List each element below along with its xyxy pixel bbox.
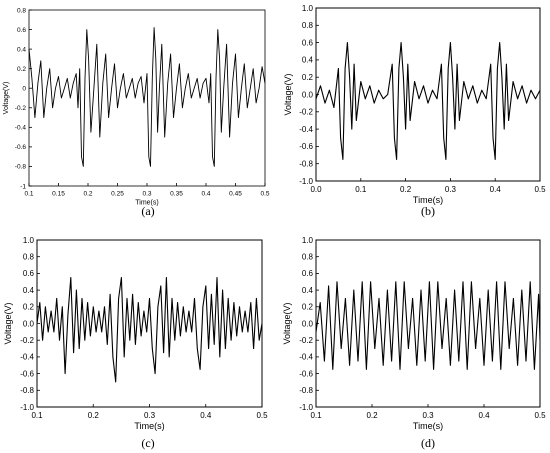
- y-axis-label: Voltage(V): [3, 82, 10, 115]
- y-tick-label: 0.6: [17, 27, 26, 34]
- panel-caption: (c): [141, 436, 154, 450]
- y-axis-label: Voltage(V): [3, 302, 13, 344]
- x-tick-label: 0.3: [142, 191, 151, 198]
- panel-caption: (b): [421, 204, 435, 218]
- x-axis-label: Time(s): [413, 195, 443, 205]
- y-tick-label: 0.4: [17, 46, 26, 53]
- x-tick-label: 0.3: [445, 185, 457, 194]
- y-tick-label: -1.0: [299, 403, 313, 412]
- y-tick-label: -0.6: [15, 144, 27, 151]
- y-tick-label: -0.8: [15, 164, 27, 171]
- y-tick-label: -1.0: [20, 403, 34, 412]
- y-tick-label: 0.4: [302, 286, 314, 295]
- y-tick-label: -0.4: [299, 353, 313, 362]
- x-tick-label: 0.3: [144, 411, 156, 420]
- x-tick-label: 0.35: [170, 191, 183, 198]
- panel-caption: (d): [421, 436, 435, 450]
- x-tick-label: 0.5: [256, 411, 268, 420]
- y-tick-label: -0.6: [299, 369, 313, 378]
- y-tick-label: -0.2: [15, 105, 27, 112]
- y-tick-label: 0.8: [17, 7, 26, 14]
- x-tick-label: 0.0: [310, 185, 322, 194]
- plot-frame: [28, 9, 266, 187]
- y-tick-label: 0.2: [23, 303, 35, 312]
- x-tick-label: 0.5: [260, 191, 269, 198]
- x-axis-label: Time(s): [413, 421, 443, 431]
- y-tick-label: 0.2: [302, 73, 314, 82]
- x-tick-label: 0.2: [88, 411, 100, 420]
- x-tick-label: 0.4: [490, 185, 502, 194]
- series-line: [315, 281, 541, 370]
- x-tick-label: 0.1: [310, 411, 322, 420]
- y-tick-label: 0.0: [302, 319, 314, 328]
- x-tick-label: 0.1: [31, 411, 43, 420]
- y-tick-label: 1.0: [302, 4, 314, 13]
- y-tick-label: 0.8: [302, 21, 314, 30]
- x-tick-label: 0.5: [534, 185, 546, 194]
- plot-frame: [315, 7, 541, 182]
- y-tick-label: 0.0: [23, 319, 35, 328]
- y-tick-label: -0.6: [20, 369, 34, 378]
- y-tick-label: -0.2: [20, 336, 34, 345]
- y-tick-label: -0.4: [299, 125, 313, 134]
- series-line: [36, 277, 263, 383]
- y-tick-label: -0.6: [299, 142, 313, 151]
- chart-panel-1: 0.1 0.15 0.2 0.25 0.3 0.35 0.4 0.45 0.5 -1 -0.8 -0.…: [3, 7, 270, 218]
- chart-panel-4: 0.1 0.2 0.3 0.4 0.5 -1.0 -0.8 -0.6 -0.4 -0.2 0.0 0.…: [282, 236, 546, 450]
- y-tick-label: 1.0: [23, 236, 35, 245]
- x-tick-label: 0.2: [366, 411, 378, 420]
- x-tick-label: 0.1: [355, 185, 367, 194]
- x-tick-label: 0.2: [400, 185, 412, 194]
- y-tick-label: -0.8: [20, 386, 34, 395]
- y-tick-label: -1.0: [299, 177, 313, 186]
- x-tick-label: 0.45: [229, 191, 242, 198]
- y-axis-label: Voltage(V): [282, 302, 292, 344]
- x-tick-label: 0.1: [24, 191, 33, 198]
- x-tick-label: 0.3: [422, 411, 434, 420]
- y-tick-label: 0.8: [23, 253, 35, 262]
- y-tick-label: 0.6: [302, 38, 314, 47]
- y-tick-label: -1: [20, 183, 26, 190]
- y-axis-label: Voltage(V): [283, 73, 293, 115]
- y-tick-label: 1.0: [302, 236, 314, 245]
- x-tick-label: 0.4: [478, 411, 490, 420]
- chart-panel-2: 0.0 0.1 0.2 0.3 0.4 0.5 -1.0 -0.8 -0.6 -0.4 -0.2 0.…: [283, 4, 546, 218]
- x-tick-label: 0.2: [83, 191, 92, 198]
- x-tick-label: 0.4: [200, 411, 212, 420]
- y-tick-label: 0.8: [302, 253, 314, 262]
- y-tick-label: -0.8: [299, 386, 313, 395]
- x-tick-label: 0.4: [201, 191, 210, 198]
- plot-frame: [36, 239, 263, 408]
- y-tick-label: 0.4: [23, 286, 35, 295]
- x-tick-label: 0.5: [534, 411, 546, 420]
- y-tick-label: -0.4: [15, 125, 27, 132]
- x-axis-label: Time(s): [134, 421, 164, 431]
- series-line: [28, 27, 266, 167]
- y-tick-label: -0.2: [299, 108, 313, 117]
- y-tick-label: 0.4: [302, 56, 314, 65]
- y-tick-label: 0.6: [23, 269, 35, 278]
- y-tick-label: -0.4: [20, 353, 34, 362]
- y-tick-label: 0.2: [302, 303, 314, 312]
- chart-panel-3: 0.1 0.2 0.3 0.4 0.5 -1.0 -0.8 -0.6 -0.4 -0.2 0.0 0.…: [3, 236, 268, 450]
- y-tick-label: 0: [22, 85, 26, 92]
- y-tick-label: -0.2: [299, 336, 313, 345]
- x-tick-label: 0.15: [52, 191, 65, 198]
- y-tick-label: 0.0: [302, 90, 314, 99]
- x-tick-label: 0.25: [111, 191, 124, 198]
- series-line: [315, 42, 541, 160]
- x-axis-label: Time(s): [135, 200, 158, 207]
- y-tick-label: 0.2: [17, 66, 26, 73]
- y-tick-label: 0.6: [302, 269, 314, 278]
- plot-frame: [315, 239, 541, 408]
- panel-caption: (a): [141, 204, 154, 218]
- y-tick-label: -0.8: [299, 160, 313, 169]
